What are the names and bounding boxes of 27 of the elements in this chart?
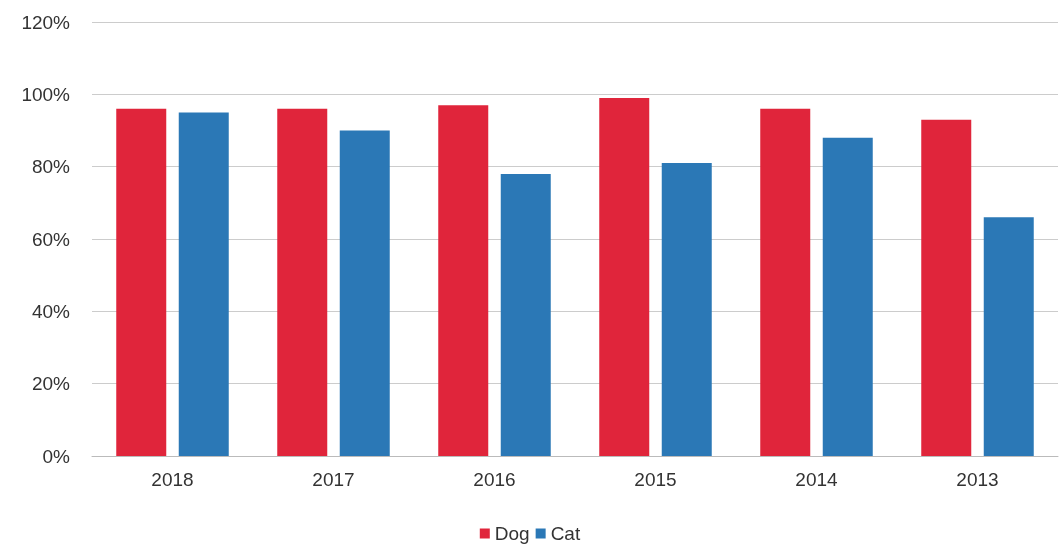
bar: [822, 137, 873, 456]
x-tick-label: 2016: [473, 469, 516, 490]
legend-label: Dog: [494, 523, 530, 544]
bar: [116, 108, 167, 456]
bar: [661, 163, 712, 456]
x-tick-label: 2013: [956, 469, 999, 490]
y-tick-label: 120%: [21, 11, 71, 33]
y-tick-label: 20%: [31, 373, 71, 395]
y-tick-label: 0%: [42, 445, 71, 467]
bar: [178, 112, 229, 456]
y-tick-label: 100%: [21, 83, 71, 105]
x-tick-label: 2015: [634, 469, 677, 490]
y-tick-label: 40%: [31, 300, 71, 322]
bar: [500, 173, 551, 456]
x-tick-label: 2017: [312, 469, 355, 490]
bar: [760, 108, 811, 456]
bar: [277, 108, 328, 456]
legend-label: Cat: [550, 523, 581, 544]
y-tick-label: 80%: [31, 156, 71, 178]
bar: [438, 105, 489, 456]
x-tick-label: 2014: [795, 469, 839, 490]
bar: [921, 119, 972, 456]
bar: [599, 97, 650, 456]
bar: [983, 217, 1034, 456]
x-tick-label: 2018: [151, 469, 194, 490]
y-tick-label: 60%: [31, 228, 71, 250]
bar: [339, 130, 390, 456]
